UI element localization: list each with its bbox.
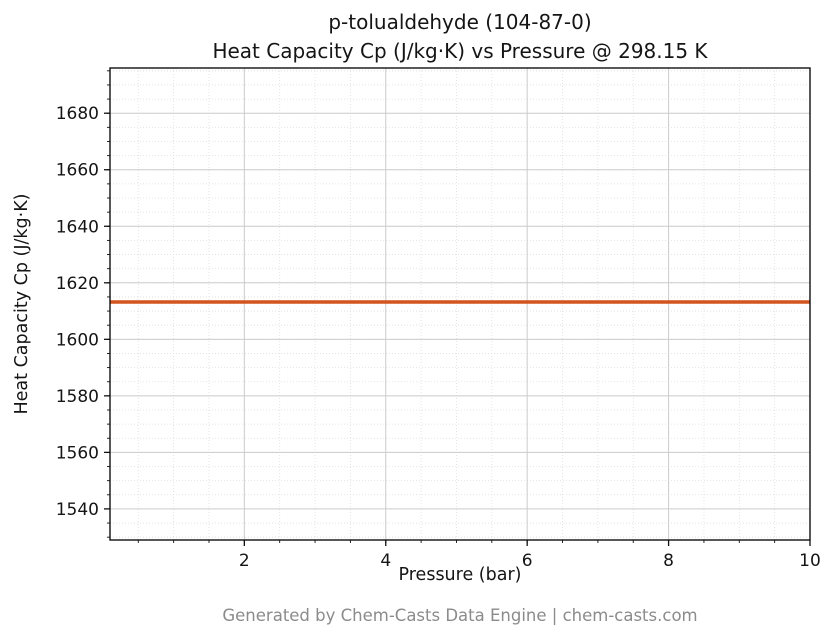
- chart-title-line2: Heat Capacity Cp (J/kg·K) vs Pressure @ …: [212, 39, 708, 63]
- y-tick-label: 1540: [56, 500, 99, 520]
- y-tick-label: 1620: [56, 274, 99, 294]
- y-tick-label: 1660: [56, 161, 99, 181]
- x-tick-label: 6: [522, 551, 533, 571]
- x-tick-label: 10: [799, 551, 821, 571]
- minor-gridlines: [110, 68, 811, 540]
- x-axis-label: Pressure (bar): [399, 565, 522, 585]
- x-tick-label: 8: [663, 551, 674, 571]
- x-tick-label: 4: [380, 551, 391, 571]
- y-tick-label: 1680: [56, 104, 99, 124]
- y-tick-label: 1580: [56, 387, 99, 407]
- axis-tick-labels: 2 4 6 8 10 1540 1560 1580 1600 1620 1640 1660 1680: [56, 104, 821, 571]
- major-gridlines: [110, 68, 811, 540]
- y-tick-label: 1640: [56, 217, 99, 237]
- axis-ticks: [104, 70, 811, 546]
- y-tick-label: 1560: [56, 443, 99, 463]
- chart-title: p-tolualdehyde (104-87-0) Heat Capacity …: [110, 8, 810, 66]
- y-tick-label: 1600: [56, 330, 99, 350]
- y-axis-label: Heat Capacity Cp (J/kg·K): [12, 194, 32, 415]
- chart-title-line1: p-tolualdehyde (104-87-0): [328, 10, 592, 34]
- x-tick-label: 2: [239, 551, 250, 571]
- footer-caption: Generated by Chem-Casts Data Engine | ch…: [222, 606, 698, 625]
- plot-border: [109, 67, 811, 541]
